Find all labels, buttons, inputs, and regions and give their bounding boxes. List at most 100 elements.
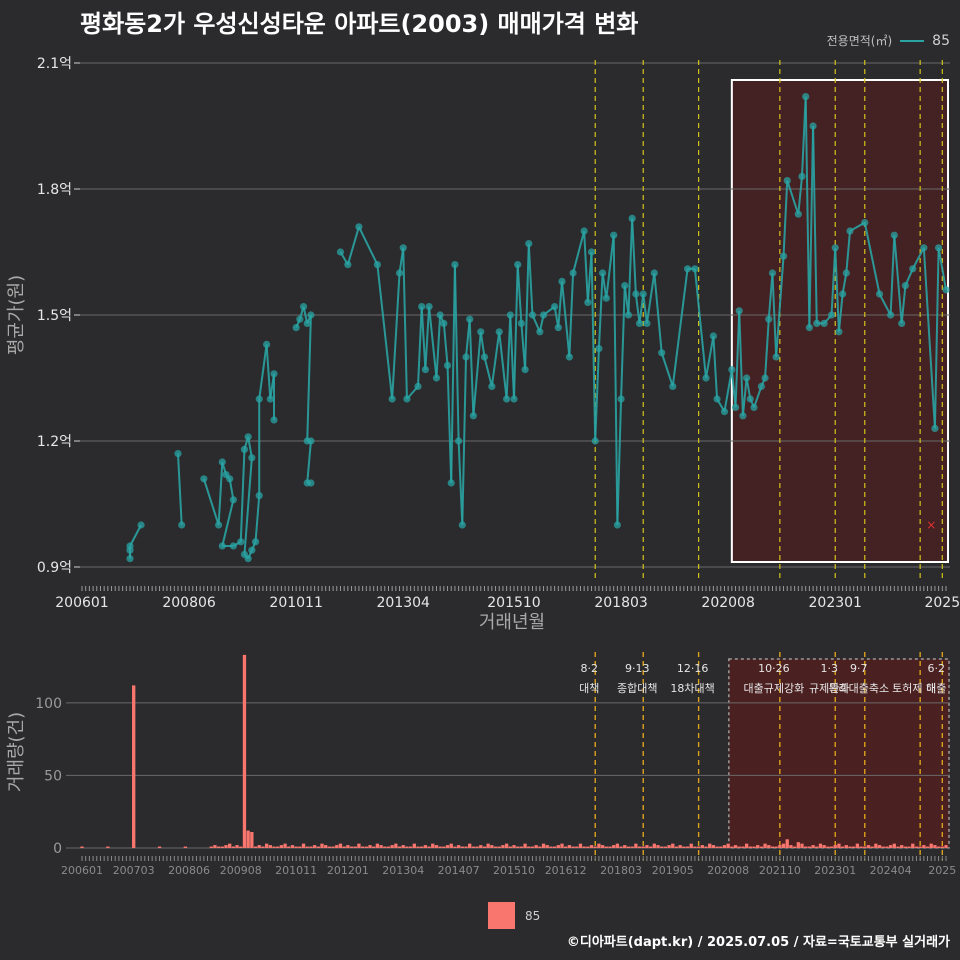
volume-bar bbox=[696, 846, 701, 848]
price-point bbox=[735, 307, 743, 315]
volume-bar bbox=[763, 843, 767, 848]
volume-bar bbox=[235, 845, 239, 848]
price-point bbox=[768, 269, 777, 277]
volume-xtick-label: 201510 bbox=[493, 864, 535, 877]
volume-bar bbox=[600, 845, 605, 848]
price-line-segment bbox=[468, 319, 475, 416]
price-point bbox=[421, 366, 429, 374]
price-point bbox=[669, 382, 677, 390]
price-point bbox=[713, 395, 721, 403]
volume-bar bbox=[840, 846, 845, 848]
volume-bar bbox=[575, 846, 579, 848]
price-point bbox=[510, 395, 518, 403]
volume-bar bbox=[855, 843, 860, 848]
price-line-segment bbox=[937, 247, 947, 290]
volume-bar bbox=[394, 843, 398, 848]
policy-date-label: 9·7 bbox=[850, 662, 868, 675]
volume-bar bbox=[936, 846, 941, 848]
price-line-segment bbox=[620, 285, 626, 400]
volume-bar bbox=[708, 843, 712, 848]
price-line-segment bbox=[594, 348, 600, 442]
price-line-segment bbox=[653, 272, 663, 353]
price-xtick-label: 2025 bbox=[924, 595, 960, 611]
volume-bar bbox=[375, 843, 380, 848]
volume-bar bbox=[541, 843, 546, 848]
price-ytick-label: 1.8억 bbox=[37, 182, 72, 198]
price-line-segment bbox=[483, 356, 493, 387]
price-point bbox=[229, 496, 237, 504]
volume-bar bbox=[685, 846, 690, 848]
price-point bbox=[477, 328, 485, 336]
price-xtick-label: 201304 bbox=[377, 595, 431, 611]
price-line-segment bbox=[753, 386, 763, 408]
price-point bbox=[174, 450, 182, 458]
price-line-segment bbox=[346, 226, 360, 265]
volume-bar bbox=[778, 845, 782, 848]
volume-bar bbox=[209, 846, 213, 848]
price-line-segment bbox=[376, 264, 394, 400]
price-point bbox=[399, 244, 407, 252]
volume-bar bbox=[261, 846, 265, 848]
price-point bbox=[613, 521, 621, 529]
volume-bar bbox=[844, 845, 848, 848]
volume-bar bbox=[501, 845, 505, 848]
price-point bbox=[602, 294, 610, 302]
price-point bbox=[255, 492, 263, 500]
volume-bar bbox=[257, 845, 261, 848]
price-point bbox=[226, 475, 234, 483]
policy-date-label: 9·13 bbox=[625, 662, 650, 675]
volume-bar bbox=[630, 846, 634, 848]
price-xtick-label: 201803 bbox=[594, 595, 647, 611]
volume-bar bbox=[656, 845, 660, 848]
volume-bar bbox=[338, 843, 343, 848]
volume-bar bbox=[604, 846, 608, 848]
price-line-segment bbox=[738, 310, 744, 416]
volume-bar bbox=[335, 845, 339, 848]
volume-bar bbox=[132, 685, 136, 848]
volume-bar bbox=[597, 843, 601, 848]
price-line-segment bbox=[513, 264, 519, 400]
volume-bar bbox=[689, 843, 693, 848]
volume-bar bbox=[453, 846, 457, 848]
price-point bbox=[617, 395, 625, 403]
price-point bbox=[635, 319, 644, 327]
price-point bbox=[503, 395, 511, 403]
volume-bar bbox=[228, 843, 232, 848]
price-point bbox=[536, 328, 544, 336]
volume-bar bbox=[312, 845, 317, 848]
price-point bbox=[270, 370, 278, 378]
volume-xtick-label: 201803 bbox=[600, 864, 642, 877]
price-point bbox=[846, 227, 854, 235]
policy-name-label: 토허제 해 bbox=[892, 681, 936, 695]
volume-bar bbox=[80, 846, 84, 848]
price-line-segment bbox=[804, 96, 811, 328]
volume-bar bbox=[881, 846, 885, 848]
price-point bbox=[861, 219, 869, 227]
price-point bbox=[942, 286, 950, 294]
price-point bbox=[126, 555, 134, 563]
price-point bbox=[200, 475, 208, 483]
policy-name-label: 대출 bbox=[926, 682, 946, 695]
volume-bar bbox=[593, 846, 597, 848]
volume-bar bbox=[874, 843, 878, 848]
volume-bar bbox=[106, 846, 110, 848]
volume-bar bbox=[711, 845, 716, 848]
price-line-segment bbox=[878, 293, 892, 316]
policy-date-label: 8·2 bbox=[580, 662, 598, 675]
price-point bbox=[263, 340, 271, 348]
volume-bar bbox=[512, 845, 516, 848]
volume-bar bbox=[305, 846, 309, 848]
volume-bar bbox=[833, 845, 837, 848]
volume-xtick-label: 201905 bbox=[652, 864, 694, 877]
volume-bar bbox=[652, 843, 656, 848]
volume-bar bbox=[818, 843, 823, 848]
volume-bar bbox=[774, 846, 778, 848]
price-point bbox=[229, 542, 237, 550]
price-point bbox=[813, 319, 821, 327]
volume-bar bbox=[829, 846, 834, 848]
volume-bar bbox=[870, 846, 874, 848]
volume-bar bbox=[586, 846, 590, 848]
price-point bbox=[244, 555, 252, 563]
volume-bar bbox=[353, 846, 357, 848]
